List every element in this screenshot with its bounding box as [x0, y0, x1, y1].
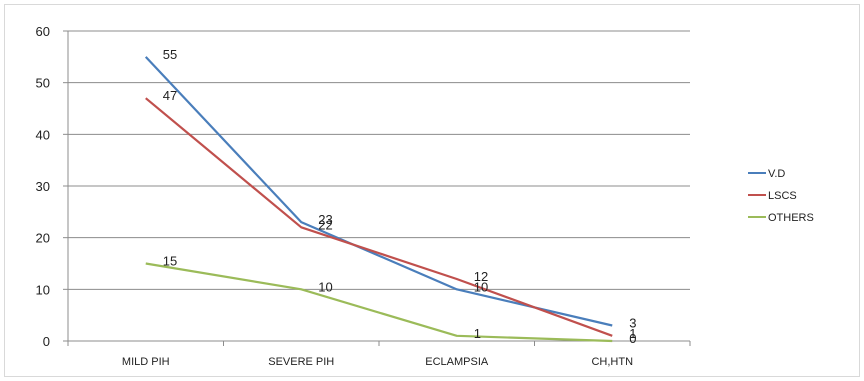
y-tick-labels: 0 10 20 30 40 50 60: [36, 24, 50, 349]
legend: V.D LSCS OTHERS: [748, 168, 814, 224]
y-tick-label: 40: [36, 127, 50, 142]
gridlines: [68, 30, 690, 290]
series-line-lscs: [145, 97, 613, 337]
y-tick-label: 10: [36, 282, 50, 297]
y-tick-label: 20: [36, 231, 50, 246]
y-tick-label: 50: [36, 76, 50, 91]
legend-label: V.D: [768, 168, 785, 180]
data-label: 10: [474, 279, 488, 294]
axes: [63, 30, 691, 346]
series-lines: [144, 56, 613, 343]
data-label: 23: [318, 212, 332, 227]
data-label: 12: [474, 269, 488, 284]
chart-frame: [4, 4, 860, 377]
x-category-label: CH,HTN: [591, 356, 633, 368]
series-line-v-d: [144, 56, 613, 327]
data-label: 1: [629, 326, 636, 341]
x-category-label: SEVERE PIH: [268, 356, 334, 368]
data-label: 55: [163, 47, 177, 62]
x-category-labels: MILD PIH SEVERE PIH ECLAMPSIA CH,HTN: [122, 356, 633, 368]
data-label: 15: [163, 254, 177, 269]
data-label: 10: [318, 279, 332, 294]
data-label: 1: [474, 326, 481, 341]
x-category-label: MILD PIH: [122, 356, 170, 368]
data-label: 47: [163, 88, 177, 103]
data-label: 3: [629, 316, 636, 331]
legend-label: LSCS: [768, 190, 797, 202]
data-label: 22: [318, 217, 332, 232]
x-category-label: ECLAMPSIA: [425, 356, 489, 368]
data-label: 0: [629, 331, 636, 346]
legend-label: OTHERS: [768, 212, 814, 224]
series-line-others: [145, 262, 613, 343]
y-tick-label: 0: [43, 334, 50, 349]
y-tick-label: 30: [36, 179, 50, 194]
y-tick-label: 60: [36, 24, 50, 39]
